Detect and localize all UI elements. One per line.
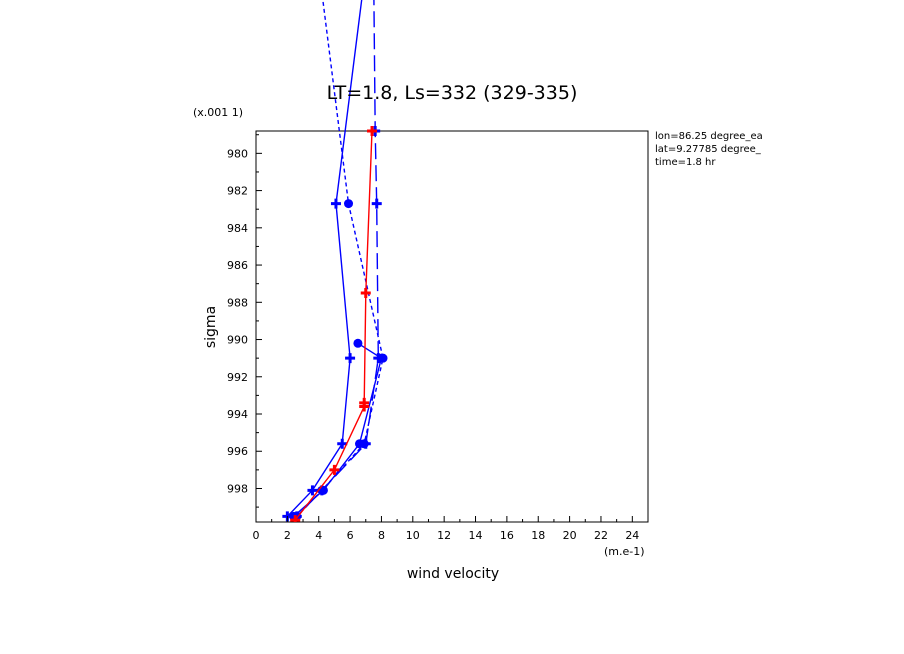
x-tick-label: 6 <box>347 529 354 542</box>
series-3-point <box>353 338 363 348</box>
x-tick-label: 14 <box>469 529 483 542</box>
y-tick-label: 980 <box>227 147 248 160</box>
series-layer <box>282 0 388 522</box>
x-tick-label: 22 <box>594 529 608 542</box>
series-0-point <box>337 438 348 449</box>
plot-frame <box>255 130 649 523</box>
tick-layer: 0 2 4 6 8 10 12 14 16 18 20 22 249809829849869889909… <box>227 134 639 542</box>
series-3-point <box>318 485 328 495</box>
x-tick-label: 18 <box>531 529 545 542</box>
series-line-4 <box>294 130 373 521</box>
x-tick-label: 8 <box>378 529 385 542</box>
series-3-point <box>354 439 364 449</box>
y-tick-label: 992 <box>227 371 248 384</box>
y-axis-label: sigma <box>203 306 219 348</box>
y-tick-label: 994 <box>227 408 248 421</box>
series-4-point <box>367 126 378 136</box>
x-tick-label: 4 <box>315 529 322 542</box>
x-tick-label: 0 <box>253 529 260 542</box>
series-1-point <box>371 198 382 209</box>
series-2-point <box>344 199 354 209</box>
series-line-2 <box>296 0 384 517</box>
series-4-point <box>290 515 301 522</box>
y-unit-label: (x.001 1) <box>193 106 243 119</box>
series-4-point <box>359 401 370 412</box>
x-axis-label: wind velocity <box>407 566 499 582</box>
x-unit-label: (m.e-1) <box>604 545 645 558</box>
series-3-point <box>376 353 386 363</box>
x-tick-label: 16 <box>500 529 514 542</box>
series-line-0 <box>286 0 363 517</box>
y-tick-label: 998 <box>227 482 248 495</box>
x-tick-label: 10 <box>406 529 420 542</box>
info-lat: lat=9.27785 degree_ <box>655 144 762 155</box>
y-tick-label: 984 <box>227 222 248 235</box>
series-4-point <box>329 464 340 475</box>
x-tick-label: 12 <box>437 529 451 542</box>
series-4-point <box>360 287 371 298</box>
y-tick-label: 988 <box>227 296 248 309</box>
chart-title: LT=1.8, Ls=332 (329-335) <box>327 82 578 104</box>
series-0-point <box>330 198 341 209</box>
y-tick-label: 986 <box>227 259 248 272</box>
y-tick-label: 982 <box>227 185 248 198</box>
y-tick-label: 990 <box>227 334 248 347</box>
y-tick-label: 996 <box>227 445 248 458</box>
x-tick-label: 2 <box>284 529 291 542</box>
series-0-point <box>307 485 318 496</box>
x-tick-label: 20 <box>563 529 577 542</box>
info-time: time=1.8 hr <box>655 157 716 168</box>
series-0-point <box>345 353 356 364</box>
info-lon: lon=86.25 degree_ea <box>655 131 763 142</box>
x-tick-label: 24 <box>625 529 639 542</box>
